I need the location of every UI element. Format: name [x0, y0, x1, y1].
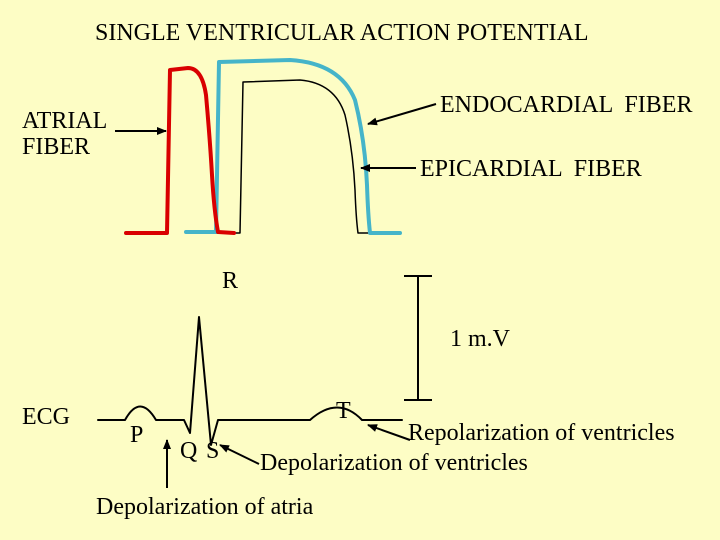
label-endocardial: ENDOCARDIAL FIBER — [440, 92, 692, 118]
label-t-wave: T — [336, 398, 351, 424]
label-s-wave: S — [206, 438, 219, 464]
label-ecg: ECG — [22, 404, 70, 430]
label-p-wave: P — [130, 422, 143, 448]
label-epicardial: EPICARDIAL FIBER — [420, 156, 642, 182]
label-r-wave: R — [222, 268, 238, 294]
label-repolarization-ventricles: Repolarization of ventricles — [408, 420, 675, 446]
label-scale: 1 m.V — [450, 326, 510, 352]
label-q-wave: Q — [180, 438, 197, 464]
title: SINGLE VENTRICULAR ACTION POTENTIAL — [95, 20, 589, 46]
label-depolarization-ventricles: Depolarization of ventricles — [260, 450, 528, 476]
label-depolarization-atria: Depolarization of atria — [96, 494, 313, 520]
label-atrial-fiber: ATRIAL FIBER — [22, 108, 107, 161]
